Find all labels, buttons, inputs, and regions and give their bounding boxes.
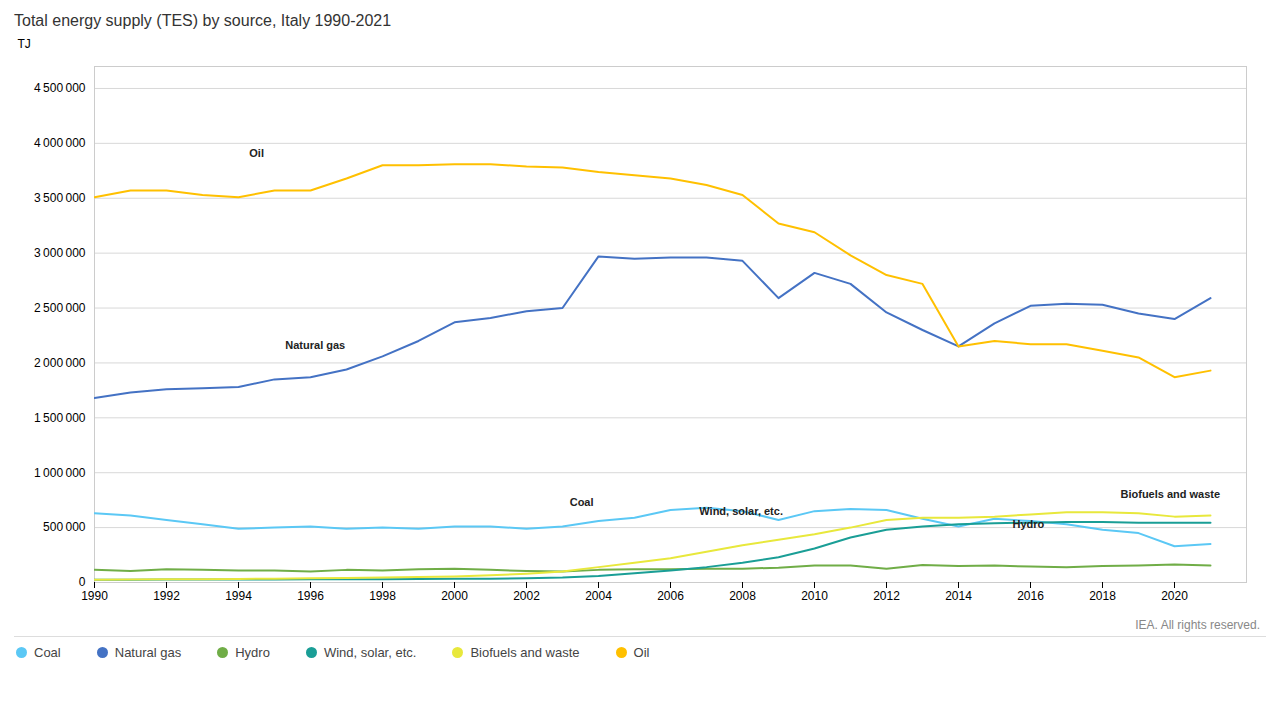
svg-text:2020: 2020 xyxy=(1161,589,1188,603)
html-text:Wind, solar, etc.: Wind, solar, etc. xyxy=(323,645,417,660)
svg-text:2014: 2014 xyxy=(945,589,972,603)
svg-text:4 000 000: 4 000 000 xyxy=(34,136,86,150)
svg-text:2000: 2000 xyxy=(441,589,468,603)
svg-text:2 000 000: 2 000 000 xyxy=(34,356,86,370)
html-text:IEA. All rights reserved.: IEA. All rights reserved. xyxy=(1135,618,1260,632)
svg-text:Natural gas: Natural gas xyxy=(285,339,345,351)
html-text:Total energy supply (TES) by s: Total energy supply (TES) by source, Ita… xyxy=(14,12,392,29)
svg-text:2012: 2012 xyxy=(873,589,900,603)
svg-text:2016: 2016 xyxy=(1017,589,1044,603)
svg-text:0: 0 xyxy=(79,575,86,589)
svg-text:Coal: Coal xyxy=(570,496,594,508)
svg-text:TJ: TJ xyxy=(18,37,31,51)
svg-text:1992: 1992 xyxy=(153,589,180,603)
svg-text:Hydro: Hydro xyxy=(1013,518,1045,530)
svg-text:2010: 2010 xyxy=(801,589,828,603)
svg-text:1994: 1994 xyxy=(225,589,252,603)
svg-text:2004: 2004 xyxy=(585,589,612,603)
svg-text:2 500 000: 2 500 000 xyxy=(34,301,86,315)
svg-text:500 000: 500 000 xyxy=(43,520,86,534)
html-text:Coal: Coal xyxy=(34,645,61,660)
svg-text:1998: 1998 xyxy=(369,589,396,603)
svg-text:4 500 000: 4 500 000 xyxy=(34,81,86,95)
html-text:Natural gas: Natural gas xyxy=(114,645,182,660)
svg-text:Biofuels and waste: Biofuels and waste xyxy=(1121,488,1221,500)
html-text:Oil: Oil xyxy=(633,645,650,660)
html-text:Biofuels and waste: Biofuels and waste xyxy=(470,645,580,660)
svg-text:2018: 2018 xyxy=(1089,589,1116,603)
html-text:Hydro: Hydro xyxy=(235,645,270,660)
svg-text:2002: 2002 xyxy=(513,589,540,603)
svg-text:1 500 000: 1 500 000 xyxy=(34,411,86,425)
svg-text:1996: 1996 xyxy=(297,589,324,603)
svg-text:2008: 2008 xyxy=(729,589,756,603)
svg-text:1 000 000: 1 000 000 xyxy=(34,466,86,480)
svg-text:3 500 000: 3 500 000 xyxy=(34,191,86,205)
svg-text:2006: 2006 xyxy=(657,589,684,603)
svg-text:1990: 1990 xyxy=(81,589,108,603)
svg-text:Oil: Oil xyxy=(249,147,264,159)
svg-text:3 000 000: 3 000 000 xyxy=(34,246,86,260)
svg-text:Wind, solar, etc.: Wind, solar, etc. xyxy=(699,505,783,517)
